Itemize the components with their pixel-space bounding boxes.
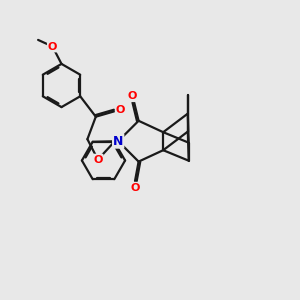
Text: O: O [130,183,140,193]
Text: O: O [128,91,137,101]
Text: O: O [116,105,125,115]
Text: N: N [113,135,123,148]
Text: O: O [48,41,57,52]
Text: O: O [93,154,103,165]
